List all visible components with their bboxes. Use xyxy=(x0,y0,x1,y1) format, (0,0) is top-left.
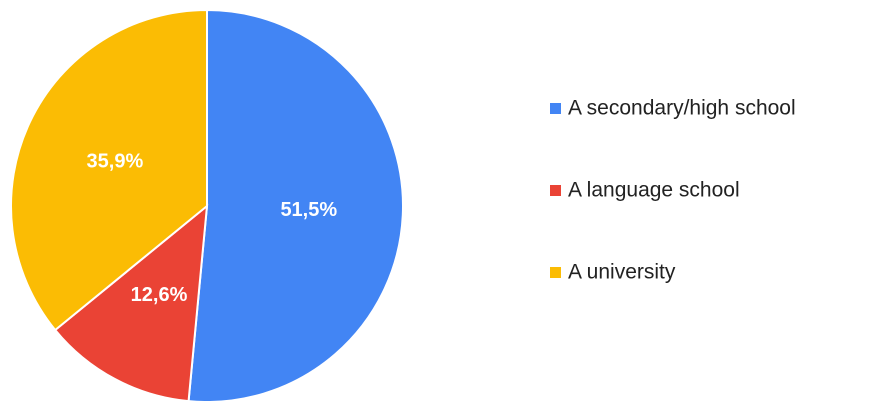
legend-label: A secondary/high school xyxy=(568,97,796,120)
legend-swatch xyxy=(550,185,561,196)
value-label: 51,5% xyxy=(280,199,337,221)
value-label: 35,9% xyxy=(87,151,144,173)
legend-swatch xyxy=(550,267,561,278)
pie-slice xyxy=(187,8,404,401)
pie-slice xyxy=(10,8,208,332)
legend-label: A university xyxy=(568,261,676,284)
legend-swatch xyxy=(550,103,561,114)
pie-slice xyxy=(53,203,209,401)
legend-label: A language school xyxy=(568,179,740,202)
value-label: 12,6% xyxy=(131,284,188,306)
